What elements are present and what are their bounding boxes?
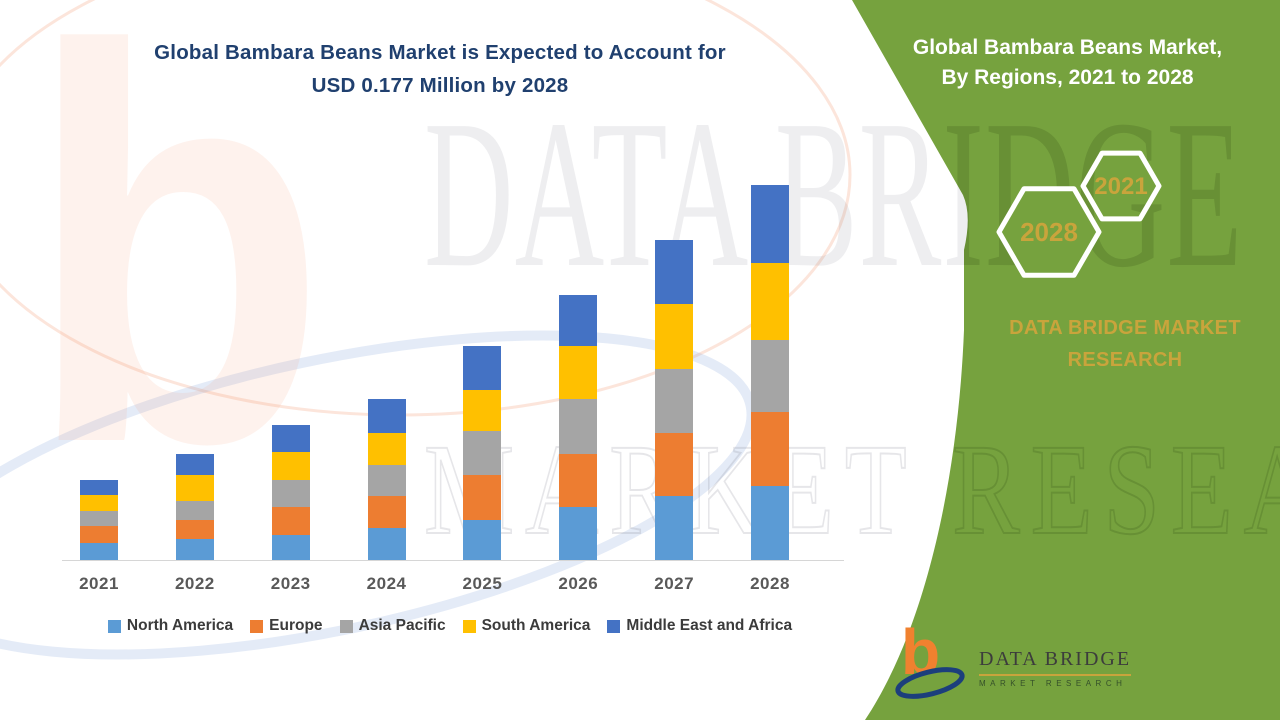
bar-2027 xyxy=(655,239,694,560)
bar-2026 xyxy=(559,295,598,560)
bar-2021-segment-middle-east-and-africa xyxy=(80,479,118,495)
bar-2024-segment-europe xyxy=(367,496,406,529)
bar-2021-segment-south-america xyxy=(80,494,118,512)
chart-title: Global Bambara Beans Market is Expected … xyxy=(90,36,790,102)
x-axis-label-2021: 2021 xyxy=(79,574,119,593)
hexagon-2028 xyxy=(996,186,1102,278)
bar-2022-segment-middle-east-and-africa xyxy=(175,454,214,476)
bar-2026-segment-europe xyxy=(559,454,598,507)
bar-2026-segment-south-america xyxy=(559,345,598,399)
bar-2027-segment-asia-pacific xyxy=(655,369,694,433)
bar-2022-segment-europe xyxy=(175,519,214,539)
legend-item-asia-pacific: Asia Pacific xyxy=(339,617,446,635)
legend-swatch-north-america xyxy=(107,619,121,633)
bar-2022-segment-north-america xyxy=(175,538,214,560)
legend-label-europe: Europe xyxy=(269,617,323,634)
bar-2021-segment-asia-pacific xyxy=(80,511,118,527)
footer-logo: b DATA BRIDGE MARKET RESEARCH xyxy=(893,620,1132,702)
x-axis-label-2026: 2026 xyxy=(558,574,599,593)
legend-swatch-asia-pacific xyxy=(339,619,353,633)
logo-text-block: DATA BRIDGE MARKET RESEARCH xyxy=(979,636,1132,688)
panel-title-line1: Global Bambara Beans Market, xyxy=(912,36,1223,59)
bar-2027-segment-south-america xyxy=(655,303,694,370)
bar-2021-segment-europe xyxy=(80,526,118,544)
bar-2023-segment-middle-east-and-africa xyxy=(271,424,310,453)
legend-item-europe: Europe xyxy=(250,617,323,635)
legend-item-south-america: South America xyxy=(462,617,591,635)
bar-2023-segment-north-america xyxy=(271,534,310,560)
bar-2023 xyxy=(271,424,310,560)
bar-2022-segment-south-america xyxy=(175,475,214,501)
bar-2028-segment-north-america xyxy=(751,485,790,560)
x-axis-label-2022: 2022 xyxy=(174,574,215,593)
plot-area xyxy=(62,0,844,561)
logo-swoosh-icon xyxy=(895,667,965,699)
bar-2026-segment-middle-east-and-africa xyxy=(559,295,598,346)
bar-2028-segment-middle-east-and-africa xyxy=(751,184,790,264)
bar-2024-segment-south-america xyxy=(367,432,406,465)
hexagon-2021-label: 2021 xyxy=(1094,173,1147,200)
chart-title-line2: USD 0.177 Million by 2028 xyxy=(311,74,569,97)
x-axis-label-2023: 2023 xyxy=(270,574,311,593)
bar-2028-segment-south-america xyxy=(751,263,790,340)
legend-label-north-america: North America xyxy=(126,617,234,634)
panel-title-line2: By Regions, 2021 to 2028 xyxy=(941,66,1194,89)
bar-2025-segment-asia-pacific xyxy=(463,430,502,476)
bar-2025-segment-europe xyxy=(463,475,502,520)
logo-tagline: MARKET RESEARCH xyxy=(979,679,1127,688)
bar-2022 xyxy=(175,454,214,560)
bar-2026-segment-asia-pacific xyxy=(559,398,598,454)
bar-2025-segment-north-america xyxy=(463,519,502,560)
legend: North America Europe Asia Pacific South Ame… xyxy=(30,617,870,635)
hexagon-badges: 2021 2028 xyxy=(996,150,1162,278)
x-axis-label-2027: 2027 xyxy=(654,574,695,593)
bar-2022-segment-asia-pacific xyxy=(175,500,214,520)
bar-2023-segment-south-america xyxy=(271,452,310,480)
bar-2025 xyxy=(463,345,502,560)
x-axis-label-2025: 2025 xyxy=(462,574,503,593)
chart-title-line1: Global Bambara Beans Market is Expected … xyxy=(154,41,726,64)
bar-2027-segment-europe xyxy=(655,432,694,497)
hexagon-2028-label: 2028 xyxy=(1020,217,1078,247)
brand-line1: DATA BRIDGE MARKET xyxy=(1009,317,1241,339)
bar-2027-segment-middle-east-and-africa xyxy=(655,239,694,304)
bar-2028-segment-europe xyxy=(751,411,790,486)
hexagon-2021 xyxy=(1080,150,1162,222)
legend-swatch-europe xyxy=(250,619,264,633)
bar-2026-segment-north-america xyxy=(559,507,598,560)
x-axis-label-2024: 2024 xyxy=(366,574,407,593)
bar-2028 xyxy=(751,184,790,560)
legend-item-north-america: North America xyxy=(107,617,234,635)
bar-2025-segment-south-america xyxy=(463,390,502,431)
panel-title: Global Bambara Beans Market, By Regions,… xyxy=(880,33,1255,93)
bar-2021 xyxy=(80,479,118,560)
legend-label-middle-east-and-africa: Middle East and Africa xyxy=(626,617,793,634)
databridge-logo-icon: b xyxy=(893,620,967,702)
bar-2023-segment-europe xyxy=(271,507,310,535)
bar-2025-segment-middle-east-and-africa xyxy=(463,345,502,391)
logo-name: DATA BRIDGE xyxy=(979,648,1132,670)
legend-label-south-america: South America xyxy=(481,617,591,634)
legend-swatch-south-america xyxy=(462,619,476,633)
legend-item-middle-east-and-africa: Middle East and Africa xyxy=(607,617,792,635)
bar-2024 xyxy=(367,398,406,560)
x-axis-line xyxy=(62,560,844,561)
x-axis-label-2028: 2028 xyxy=(750,574,790,593)
bar-2027-segment-north-america xyxy=(655,496,694,560)
bar-2024-segment-asia-pacific xyxy=(367,464,406,497)
brand-line2: RESEARCH xyxy=(1067,349,1183,371)
brand-name: DATA BRIDGE MARKET RESEARCH xyxy=(960,312,1280,376)
legend-swatch-middle-east-and-africa xyxy=(607,619,621,633)
bar-2024-segment-middle-east-and-africa xyxy=(367,398,406,433)
bar-2028-segment-asia-pacific xyxy=(751,339,790,412)
bar-2021-segment-north-america xyxy=(80,543,118,560)
logo-underline xyxy=(979,674,1132,676)
bar-2023-segment-asia-pacific xyxy=(271,479,310,508)
legend-label-asia-pacific: Asia Pacific xyxy=(358,617,446,634)
bar-2024-segment-north-america xyxy=(367,528,406,560)
